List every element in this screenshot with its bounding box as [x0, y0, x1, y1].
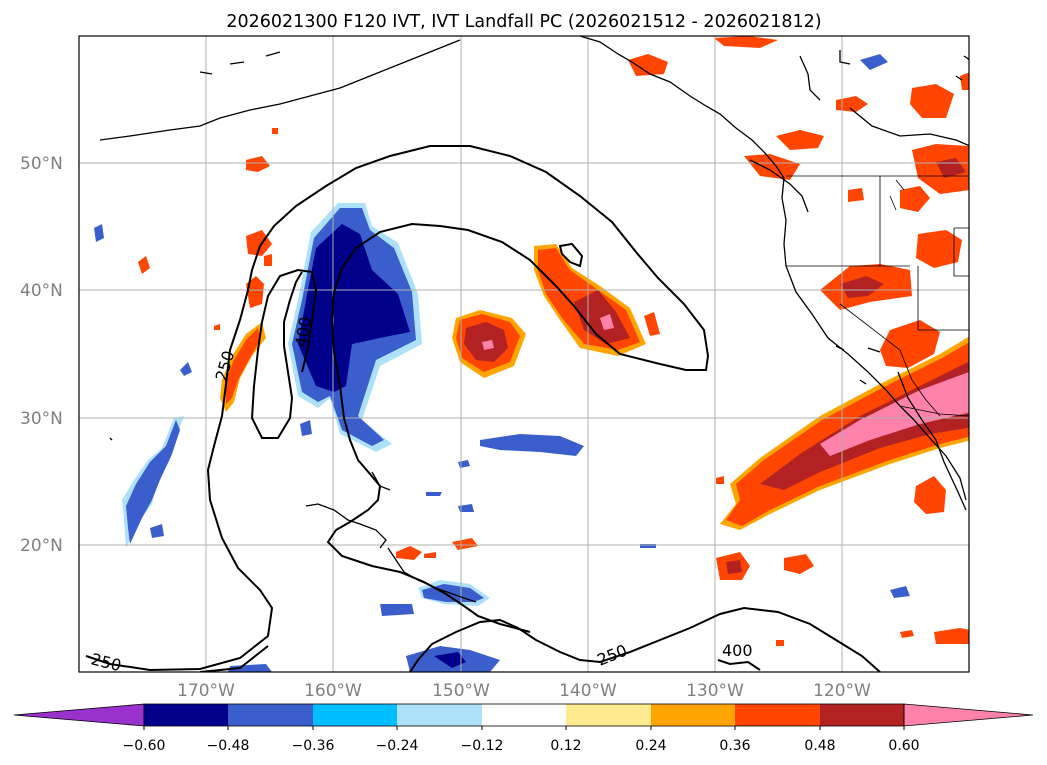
gridlines [79, 36, 969, 672]
colorbar-ticks [143, 726, 905, 730]
ivt-400-contour [250, 268, 318, 439]
colorbar-extend-low [13, 703, 145, 727]
colorbar-segment [144, 704, 228, 726]
coastlines [99, 36, 969, 603]
contour-label: 400 [722, 641, 753, 660]
ivt-contours [85, 145, 881, 672]
colorbar-labels: −0.60 −0.48 −0.36 −0.24 −0.12 0.12 0.24 … [123, 738, 920, 754]
ivt-400-contour-south [717, 659, 761, 671]
colorbar-segment [651, 704, 735, 726]
lon-label-140w: 140°W [559, 681, 617, 701]
negative-pc-shading [94, 54, 910, 672]
colorbar-tick-label: −0.48 [207, 738, 250, 754]
colorbar-tick-label: 0.36 [719, 738, 750, 754]
latitude-labels: 20°N 30°N 40°N 50°N [20, 154, 63, 556]
ivt-250-contour-bottom [409, 606, 881, 672]
lon-label-120w: 120°W [813, 681, 871, 701]
lon-label-160w: 160°W [304, 681, 362, 701]
colorbar-segment [735, 704, 820, 726]
state-borders [786, 175, 969, 417]
map-panel: 250 250 250 400 400 [78, 35, 970, 675]
lat-label-30n: 30°N [20, 409, 63, 429]
ivt-400-contour-ca [558, 242, 584, 268]
colorbar-tick-label: −0.60 [123, 738, 166, 754]
colorbar-tick-label: −0.36 [292, 738, 335, 754]
colorbar-segment [566, 704, 651, 726]
colorbar-tick-label: 0.12 [550, 738, 581, 754]
colorbar-segment [482, 704, 566, 726]
ivt-250-contour-south [199, 645, 269, 672]
lon-label-170w: 170°W [177, 681, 235, 701]
figure-title: 2026021300 F120 IVT, IVT Landfall PC (20… [226, 12, 821, 32]
colorbar-tick-label: −0.24 [376, 738, 419, 754]
colorbar-segment [397, 704, 482, 726]
lon-label-150w: 150°W [432, 681, 490, 701]
map-background [79, 36, 969, 672]
colorbar-tick-label: −0.12 [461, 738, 504, 754]
colorbar-tick-label: 0.48 [804, 738, 835, 754]
colorbar-segment [820, 704, 904, 726]
colorbar: −0.60 −0.48 −0.36 −0.24 −0.12 0.12 0.24 … [13, 703, 1034, 754]
lon-label-130w: 130°W [686, 681, 744, 701]
positive-pc-shading [138, 36, 969, 646]
colorbar-tick-label: 0.24 [635, 738, 666, 754]
colorbar-segment [313, 704, 397, 726]
colorbar-tick-label: 0.60 [888, 738, 919, 754]
longitude-labels: 170°W 160°W 150°W 140°W 130°W 120°W [177, 681, 871, 701]
lat-label-50n: 50°N [20, 154, 63, 174]
colorbar-frame [143, 703, 905, 727]
map-frame [78, 35, 970, 673]
colorbar-segment [228, 704, 313, 726]
lat-label-20n: 20°N [20, 536, 63, 556]
contour-label: 250 [89, 649, 123, 675]
lat-label-40n: 40°N [20, 281, 63, 301]
colorbar-extend-high [903, 703, 1034, 727]
ivt-250-contour-north [85, 145, 710, 672]
